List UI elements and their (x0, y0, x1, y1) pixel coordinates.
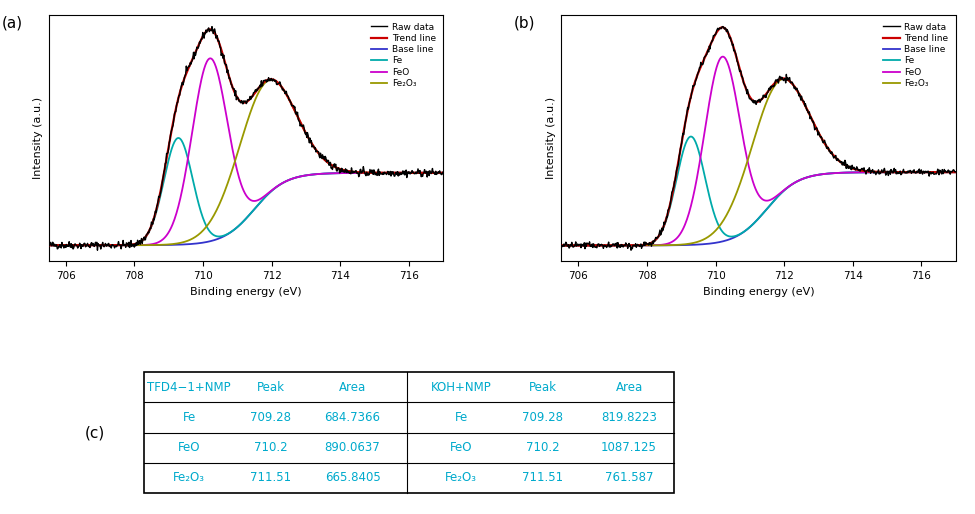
Legend: Raw data, Trend line, Base line, Fe, FeO, Fe₂O₃: Raw data, Trend line, Base line, Fe, FeO… (880, 20, 951, 90)
Text: 711.51: 711.51 (251, 471, 292, 484)
Text: 709.28: 709.28 (251, 411, 292, 424)
Text: Fe: Fe (182, 411, 196, 424)
Text: FeO: FeO (178, 441, 201, 454)
Text: Area: Area (339, 381, 367, 394)
Text: 710.2: 710.2 (254, 441, 288, 454)
Text: Area: Area (615, 381, 643, 394)
Text: Fe₂O₃: Fe₂O₃ (446, 471, 478, 484)
Text: 1087.125: 1087.125 (602, 441, 657, 454)
Text: 711.51: 711.51 (523, 471, 564, 484)
Text: 684.7366: 684.7366 (325, 411, 380, 424)
Text: 710.2: 710.2 (526, 441, 560, 454)
Text: FeO: FeO (450, 441, 473, 454)
Text: (a): (a) (1, 15, 22, 30)
Text: TFD4−1+NMP: TFD4−1+NMP (147, 381, 231, 394)
Text: KOH+NMP: KOH+NMP (431, 381, 491, 394)
Text: 890.0637: 890.0637 (325, 441, 380, 454)
Y-axis label: Intensity (a.u.): Intensity (a.u.) (546, 97, 556, 179)
Text: 819.8223: 819.8223 (602, 411, 657, 424)
Text: (b): (b) (514, 15, 535, 30)
Text: Peak: Peak (528, 381, 557, 394)
Text: (c): (c) (85, 425, 105, 440)
X-axis label: Binding energy (eV): Binding energy (eV) (190, 287, 301, 297)
X-axis label: Binding energy (eV): Binding energy (eV) (703, 287, 814, 297)
Text: 665.8405: 665.8405 (325, 471, 380, 484)
Legend: Raw data, Trend line, Base line, Fe, FeO, Fe₂O₃: Raw data, Trend line, Base line, Fe, FeO… (369, 20, 439, 90)
Y-axis label: Intensity (a.u.): Intensity (a.u.) (33, 97, 43, 179)
Text: 761.587: 761.587 (604, 471, 653, 484)
Bar (144, 372, 675, 493)
Text: 709.28: 709.28 (523, 411, 564, 424)
Text: Fe: Fe (454, 411, 468, 424)
Text: Fe₂O₃: Fe₂O₃ (174, 471, 206, 484)
Text: Peak: Peak (256, 381, 285, 394)
